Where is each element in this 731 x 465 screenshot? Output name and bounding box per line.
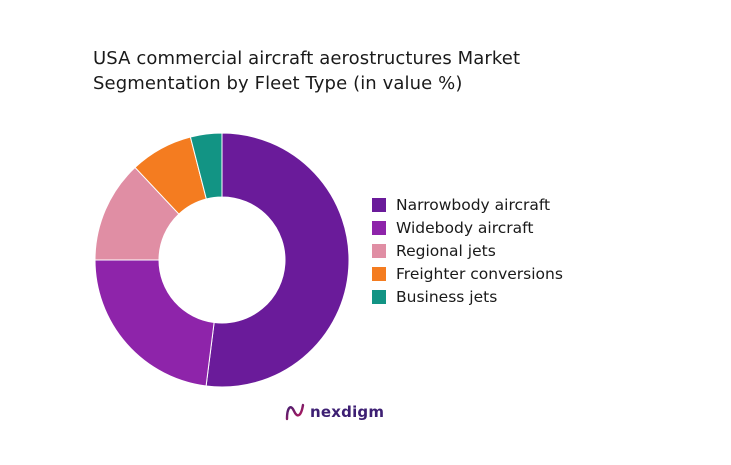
- legend-label: Narrowbody aircraft: [396, 195, 551, 214]
- legend-swatch: [372, 197, 386, 212]
- legend-swatch: [372, 266, 386, 281]
- chart-title-line-1: USA commercial aircraft aerostructures M…: [93, 48, 521, 69]
- nexdigm-logo-icon: [285, 403, 305, 421]
- brand-name: nexdigm: [310, 403, 385, 421]
- donut-slice-widebody-aircraft: [94, 259, 215, 387]
- legend-label: Freighter conversions: [396, 264, 563, 283]
- donut-slice-business-jets: [189, 132, 223, 200]
- legend-swatch: [372, 243, 386, 258]
- legend-swatch: [372, 289, 386, 304]
- legend-label: Business jets: [396, 287, 498, 306]
- legend-label: Regional jets: [396, 241, 496, 260]
- legend-item: Widebody aircraft: [372, 216, 563, 239]
- legend-item: Business jets: [372, 285, 563, 308]
- chart-title-line-2: Segmentation by Fleet Type (in value %): [93, 73, 463, 94]
- legend-item: Regional jets: [372, 239, 563, 262]
- legend-item: Narrowbody aircraft: [372, 193, 563, 216]
- brand-logo: nexdigm: [284, 401, 384, 423]
- legend-label: Widebody aircraft: [396, 218, 534, 237]
- legend-item: Freighter conversions: [372, 262, 563, 285]
- chart-title: USA commercial aircraft aerostructures M…: [93, 46, 653, 96]
- legend-swatch: [372, 220, 386, 235]
- chart-legend: Narrowbody aircraft Widebody aircraft Regi…: [372, 193, 563, 308]
- donut-slice-narrowbody-aircraft: [205, 132, 350, 388]
